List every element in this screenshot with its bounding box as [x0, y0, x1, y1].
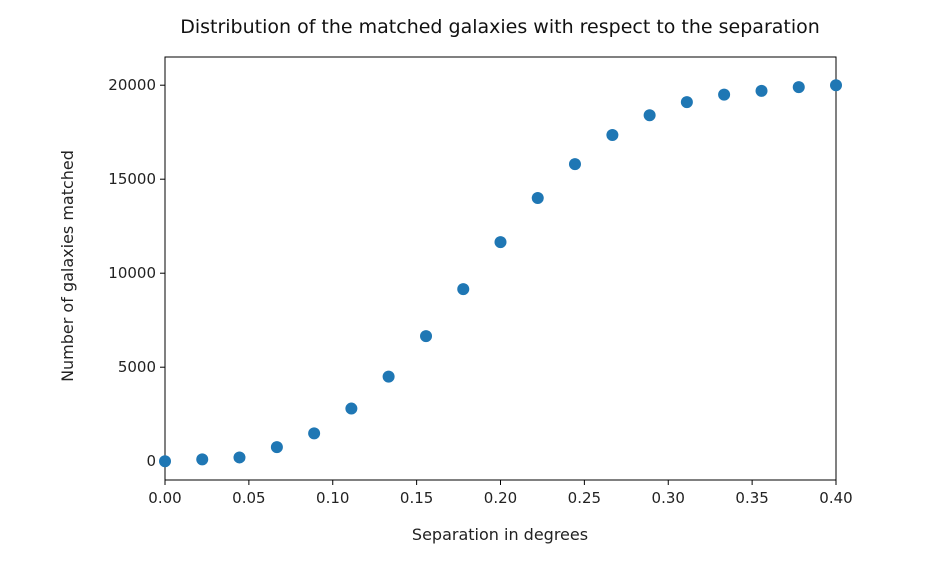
data-point	[457, 283, 470, 296]
y-tick-label: 5000	[118, 358, 156, 376]
plot-frame	[164, 56, 837, 481]
y-tick-label: 10000	[108, 264, 156, 282]
x-tick-label: 0.05	[232, 489, 265, 507]
x-tick-label: 0.35	[735, 489, 768, 507]
data-point	[606, 129, 619, 142]
data-point	[830, 79, 842, 92]
data-point	[568, 158, 581, 171]
data-points	[159, 79, 842, 468]
y-tick-label: 20000	[108, 76, 156, 94]
data-point	[159, 455, 171, 468]
data-point	[233, 451, 246, 464]
x-tick-label: 0.20	[484, 489, 517, 507]
data-point	[420, 330, 433, 343]
data-point	[270, 441, 283, 454]
data-point	[308, 427, 321, 440]
y-tick-label: 15000	[108, 170, 156, 188]
chart-title: Distribution of the matched galaxies wit…	[180, 16, 820, 38]
data-point	[196, 453, 209, 466]
data-point	[643, 109, 656, 122]
x-tick-label: 0.10	[316, 489, 349, 507]
x-tick-label: 0.15	[400, 489, 433, 507]
data-point	[382, 370, 395, 383]
data-point	[494, 236, 507, 249]
x-axis-title: Separation in degrees	[412, 525, 588, 544]
x-tick-label: 0.00	[148, 489, 181, 507]
x-tick-label: 0.30	[652, 489, 685, 507]
data-point	[792, 81, 805, 94]
data-point	[531, 192, 544, 204]
axes: 0.00 0.05 0.10 0.15 0.20 0.25 0.30 0.35 0.40 0 500…	[108, 56, 853, 507]
data-point	[718, 88, 731, 101]
data-point	[680, 96, 693, 109]
y-tick-label: 0	[146, 452, 156, 470]
data-point	[755, 84, 768, 97]
y-axis-title: Number of galaxies matched	[58, 150, 77, 382]
data-point	[345, 402, 358, 415]
x-tick-label: 0.25	[568, 489, 601, 507]
x-tick-label: 0.40	[819, 489, 852, 507]
